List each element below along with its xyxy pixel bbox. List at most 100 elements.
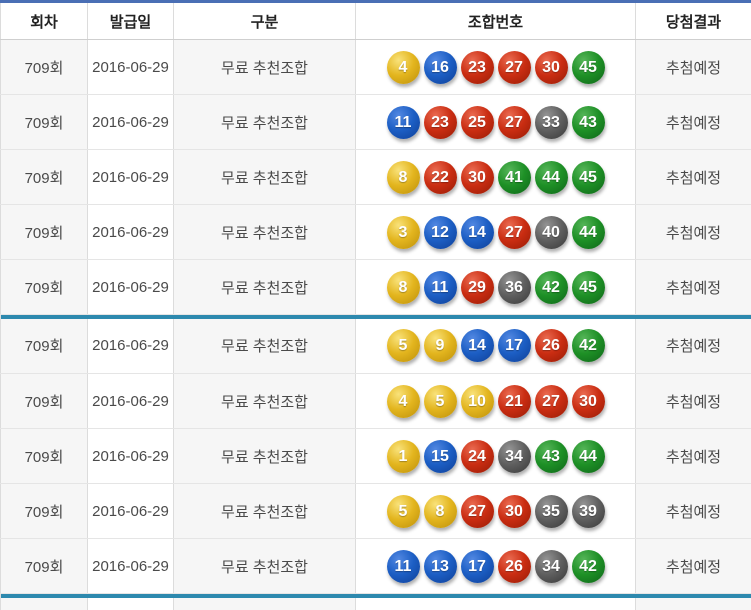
lotto-ball-45: 45 [571, 50, 605, 84]
header-row: 회차 발급일 구분 조합번호 당첨결과 [0, 0, 751, 40]
table-row: 709회 2016-06-29 무료 추천조합 5 9 14 17 26 42 추첨예정 [0, 318, 751, 374]
date-cell: 2016-06-29 [87, 259, 174, 315]
ball-group: 5 8 27 30 35 39 [356, 494, 635, 528]
table-row: 709회 2016-06-29 무료 추천조합 4 16 23 27 30 45 추첨예정 [0, 39, 751, 95]
lotto-ball-8: 8 [423, 494, 457, 528]
lotto-ball-23: 23 [423, 105, 457, 139]
lotto-ball-5: 5 [423, 384, 457, 418]
lotto-ball-42: 42 [571, 329, 605, 363]
type-cell: 무료 추천조합 [173, 373, 356, 429]
lotto-ball-22: 22 [423, 160, 457, 194]
lotto-ball-11: 11 [423, 270, 457, 304]
lotto-ball-43: 43 [534, 439, 568, 473]
group-divider [0, 314, 751, 319]
ball-group: 8 11 29 36 42 45 [356, 270, 635, 304]
lotto-ball-42: 42 [571, 549, 605, 583]
round-cell: 709회 [0, 94, 88, 150]
balls-cell: 5 8 27 30 35 39 [355, 483, 636, 539]
lotto-ball-17: 17 [497, 329, 531, 363]
lotto-ball-29: 29 [460, 270, 494, 304]
table-row: 709회 2016-06-29 무료 추천조합 4 5 10 21 27 30 추첨예정 [0, 373, 751, 429]
lotto-ball-45: 45 [571, 270, 605, 304]
lotto-ball-21: 21 [497, 384, 531, 418]
lotto-ball-36: 36 [497, 270, 531, 304]
lotto-ball-30: 30 [534, 50, 568, 84]
date-cell: 2016-06-29 [87, 204, 174, 260]
ball-group: 11 13 17 26 34 42 [356, 549, 635, 583]
result-cell: 추첨예정 [635, 318, 751, 374]
result-cell: 추첨예정 [635, 204, 751, 260]
lotto-ball-16: 16 [423, 50, 457, 84]
lotto-ball-44: 44 [571, 215, 605, 249]
lotto-ball-44: 44 [571, 439, 605, 473]
lotto-table-body: 709회 2016-06-29 무료 추천조합 4 16 23 27 30 45 추첨예정… [0, 39, 751, 610]
ball-group: 11 23 25 27 33 43 [356, 105, 635, 139]
lotto-ball-24: 24 [460, 439, 494, 473]
lotto-ball-4: 4 [386, 50, 420, 84]
table-row [0, 597, 751, 610]
lotto-ball-27: 27 [460, 494, 494, 528]
date-cell: 2016-06-29 [87, 373, 174, 429]
col-header-category: 구분 [173, 0, 356, 40]
lotto-ball-8: 8 [386, 270, 420, 304]
date-cell: 2016-06-29 [87, 428, 174, 484]
result-cell: 추첨예정 [635, 94, 751, 150]
lotto-ball-1: 1 [386, 439, 420, 473]
type-cell: 무료 추천조합 [173, 538, 356, 594]
lotto-ball-30: 30 [460, 160, 494, 194]
table-row: 709회 2016-06-29 무료 추천조합 11 13 17 26 34 42 추첨예… [0, 538, 751, 594]
lotto-ball-35: 35 [534, 494, 568, 528]
lotto-ball-26: 26 [497, 549, 531, 583]
round-cell: 709회 [0, 318, 88, 374]
lotto-ball-40: 40 [534, 215, 568, 249]
lotto-ball-15: 15 [423, 439, 457, 473]
lotto-ball-25: 25 [460, 105, 494, 139]
lotto-ball-17: 17 [460, 549, 494, 583]
lotto-ball-13: 13 [423, 549, 457, 583]
type-cell: 무료 추천조합 [173, 149, 356, 205]
balls-cell: 4 5 10 21 27 30 [355, 373, 636, 429]
lotto-ball-4: 4 [386, 384, 420, 418]
lotto-ball-10: 10 [460, 384, 494, 418]
date-cell: 2016-06-29 [87, 318, 174, 374]
ball-group: 8 22 30 41 44 45 [356, 160, 635, 194]
balls-cell: 11 13 17 26 34 42 [355, 538, 636, 594]
lotto-ball-34: 34 [497, 439, 531, 473]
lotto-ball-5: 5 [386, 329, 420, 363]
type-cell: 무료 추천조합 [173, 39, 356, 95]
round-cell: 709회 [0, 483, 88, 539]
table-row: 709회 2016-06-29 무료 추천조합 8 22 30 41 44 45 추첨예정 [0, 149, 751, 205]
lotto-ball-26: 26 [534, 329, 568, 363]
result-cell: 추첨예정 [635, 428, 751, 484]
balls-cell: 8 22 30 41 44 45 [355, 149, 636, 205]
date-cell: 2016-06-29 [87, 149, 174, 205]
lotto-ball-30: 30 [497, 494, 531, 528]
balls-cell [355, 597, 636, 610]
table-row: 709회 2016-06-29 무료 추천조합 3 12 14 27 40 44 추첨예정 [0, 204, 751, 260]
date-cell: 2016-06-29 [87, 483, 174, 539]
ball-group: 3 12 14 27 40 44 [356, 215, 635, 249]
balls-cell: 8 11 29 36 42 45 [355, 259, 636, 315]
round-cell: 709회 [0, 204, 88, 260]
round-cell: 709회 [0, 373, 88, 429]
round-cell: 709회 [0, 428, 88, 484]
lotto-ball-23: 23 [460, 50, 494, 84]
type-cell: 무료 추천조합 [173, 94, 356, 150]
table-row: 709회 2016-06-29 무료 추천조합 5 8 27 30 35 39 추첨예정 [0, 483, 751, 539]
date-cell: 2016-06-29 [87, 39, 174, 95]
lotto-ball-30: 30 [571, 384, 605, 418]
result-cell: 추첨예정 [635, 373, 751, 429]
lotto-ball-5: 5 [386, 494, 420, 528]
table-row: 709회 2016-06-29 무료 추천조합 1 15 24 34 43 44 추첨예정 [0, 428, 751, 484]
type-cell: 무료 추천조합 [173, 204, 356, 260]
lotto-ball-27: 27 [497, 215, 531, 249]
type-cell: 무료 추천조합 [173, 259, 356, 315]
balls-cell: 1 15 24 34 43 44 [355, 428, 636, 484]
date-cell [87, 597, 174, 610]
lotto-ball-9: 9 [423, 329, 457, 363]
date-cell: 2016-06-29 [87, 538, 174, 594]
col-header-round: 회차 [0, 0, 88, 40]
lotto-ball-42: 42 [534, 270, 568, 304]
balls-cell: 11 23 25 27 33 43 [355, 94, 636, 150]
